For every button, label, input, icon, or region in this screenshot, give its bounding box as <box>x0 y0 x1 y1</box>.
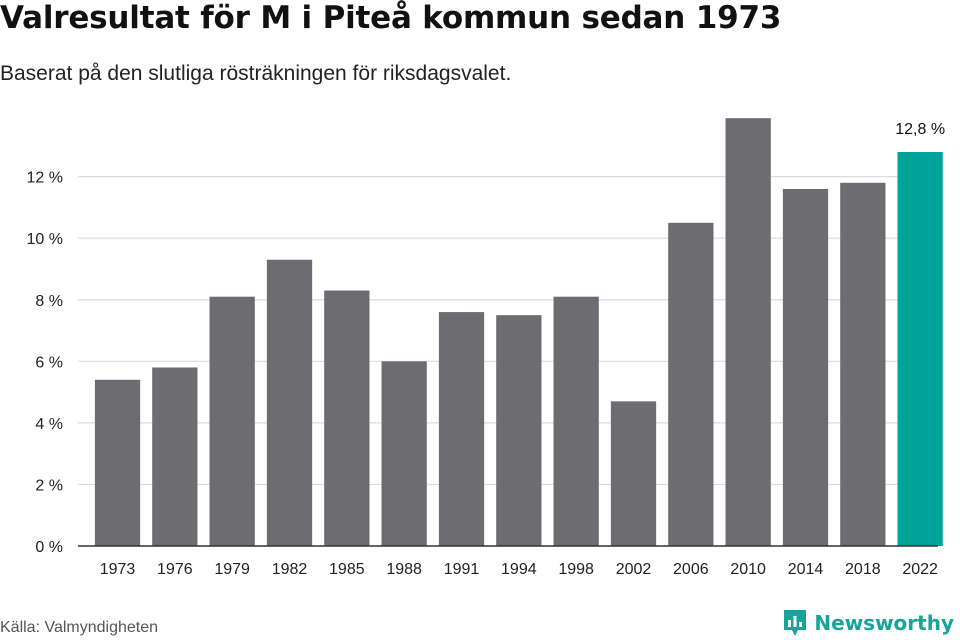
chart-title: Valresultat för M i Piteå kommun sedan 1… <box>0 0 782 36</box>
x-axis-ticks: 1973 1976 1979 1982 1985 1988 1991 1994 1998 2002… <box>100 561 938 578</box>
bar <box>668 222 714 546</box>
source-note: Källa: Valmyndigheten <box>0 619 159 636</box>
y-tick-label: 0 % <box>35 539 63 556</box>
y-tick-label: 8 % <box>35 293 63 310</box>
x-tick-label: 1985 <box>329 561 365 578</box>
x-tick-label: 2006 <box>673 561 709 578</box>
x-tick-label: 2018 <box>845 561 881 578</box>
x-tick-label: 1973 <box>100 561 136 578</box>
brand-name: Newsworthy <box>814 611 954 635</box>
bar <box>610 401 657 546</box>
bar <box>496 315 542 546</box>
y-tick-label: 6 % <box>35 354 63 371</box>
bar-chart: 0 % 2 % 4 % 6 % 8 % 10 % 12 % 1973 1976 1979 1982… <box>27 118 945 578</box>
x-tick-label: 1994 <box>501 561 537 578</box>
y-tick-label: 2 % <box>35 477 63 494</box>
x-tick-label: 2002 <box>616 561 652 578</box>
y-tick-label: 4 % <box>35 416 63 433</box>
bar <box>381 361 427 546</box>
bars <box>94 118 943 547</box>
bar <box>94 379 141 546</box>
data-labels: 12,8 % <box>895 121 945 138</box>
x-tick-label: 2010 <box>730 561 766 578</box>
y-tick-label: 12 % <box>27 170 63 187</box>
data-label: 12,8 % <box>895 121 945 138</box>
x-tick-label: 1976 <box>157 561 193 578</box>
bar <box>553 296 599 546</box>
bar <box>266 259 313 546</box>
brand-logo: Newsworthy <box>782 608 954 638</box>
x-tick-label: 1991 <box>444 561 480 578</box>
x-tick-label: 1979 <box>214 561 250 578</box>
bar <box>782 188 829 546</box>
x-tick-label: 1982 <box>272 561 308 578</box>
y-tick-label: 10 % <box>27 231 63 248</box>
bar <box>324 290 370 546</box>
y-axis-ticks: 0 % 2 % 4 % 6 % 8 % 10 % 12 % <box>27 170 63 556</box>
chart-subtitle: Baserat på den slutliga rösträkningen fö… <box>0 62 512 85</box>
x-tick-label: 1998 <box>558 561 594 578</box>
bar <box>840 182 886 546</box>
bar <box>897 152 943 546</box>
bar <box>152 367 198 546</box>
newsworthy-logo-icon <box>784 610 807 636</box>
x-tick-label: 2014 <box>788 561 824 578</box>
bar <box>209 296 255 546</box>
x-tick-label: 1988 <box>386 561 422 578</box>
bar <box>725 118 771 547</box>
bar <box>438 312 485 546</box>
x-tick-label: 2022 <box>902 561 938 578</box>
